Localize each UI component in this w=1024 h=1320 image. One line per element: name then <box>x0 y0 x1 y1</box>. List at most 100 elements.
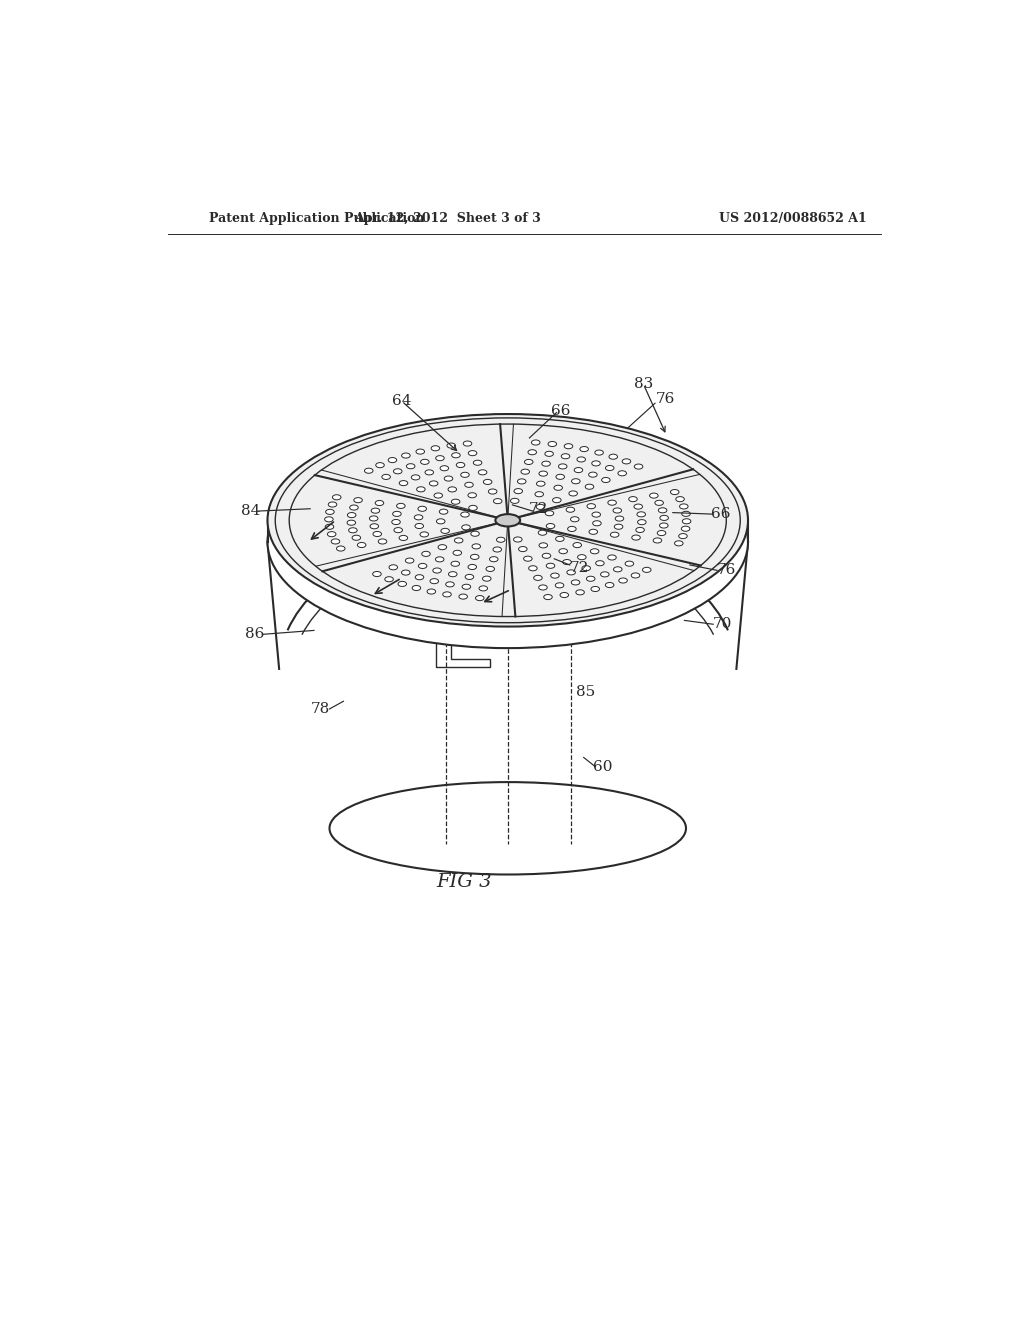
Ellipse shape <box>465 482 473 487</box>
Ellipse shape <box>567 570 575 576</box>
Ellipse shape <box>468 565 476 569</box>
Ellipse shape <box>472 544 480 549</box>
Ellipse shape <box>420 532 428 537</box>
Ellipse shape <box>539 543 548 548</box>
Ellipse shape <box>587 577 595 581</box>
Ellipse shape <box>451 561 460 566</box>
Ellipse shape <box>493 546 502 552</box>
Ellipse shape <box>559 549 567 553</box>
Ellipse shape <box>478 470 486 475</box>
Ellipse shape <box>617 471 627 475</box>
Ellipse shape <box>376 462 384 467</box>
Ellipse shape <box>330 781 686 874</box>
Ellipse shape <box>649 494 658 498</box>
Ellipse shape <box>401 570 410 576</box>
Ellipse shape <box>609 454 617 459</box>
Ellipse shape <box>596 561 604 566</box>
Ellipse shape <box>625 561 634 566</box>
Ellipse shape <box>592 461 600 466</box>
Ellipse shape <box>468 492 476 498</box>
Ellipse shape <box>267 436 748 648</box>
Ellipse shape <box>347 512 356 517</box>
Ellipse shape <box>337 546 345 550</box>
Ellipse shape <box>521 469 529 474</box>
Ellipse shape <box>569 491 578 496</box>
Ellipse shape <box>388 458 396 462</box>
Ellipse shape <box>370 516 378 521</box>
Ellipse shape <box>462 585 471 589</box>
Ellipse shape <box>412 475 420 480</box>
Ellipse shape <box>632 535 640 540</box>
Text: 60: 60 <box>593 760 612 774</box>
Ellipse shape <box>545 511 554 516</box>
Ellipse shape <box>679 533 687 539</box>
Ellipse shape <box>373 532 382 536</box>
Text: 86: 86 <box>245 627 264 642</box>
Ellipse shape <box>435 557 444 562</box>
Ellipse shape <box>455 539 463 543</box>
Ellipse shape <box>634 465 643 469</box>
Ellipse shape <box>514 488 522 494</box>
Ellipse shape <box>392 520 400 524</box>
Ellipse shape <box>631 573 640 578</box>
Ellipse shape <box>406 558 414 564</box>
Ellipse shape <box>591 549 599 554</box>
Ellipse shape <box>422 552 430 557</box>
Ellipse shape <box>452 499 460 504</box>
Text: Apr. 12, 2012  Sheet 3 of 3: Apr. 12, 2012 Sheet 3 of 3 <box>354 213 541 224</box>
Ellipse shape <box>623 459 631 463</box>
Ellipse shape <box>449 487 457 492</box>
Ellipse shape <box>567 527 577 532</box>
Text: 83: 83 <box>634 378 653 391</box>
Ellipse shape <box>469 506 477 511</box>
Ellipse shape <box>564 444 572 449</box>
Text: FIG 3: FIG 3 <box>436 874 492 891</box>
Ellipse shape <box>591 586 599 591</box>
Ellipse shape <box>399 480 408 486</box>
Ellipse shape <box>571 579 580 585</box>
Ellipse shape <box>442 591 452 597</box>
Ellipse shape <box>333 495 341 500</box>
Ellipse shape <box>373 572 381 577</box>
Ellipse shape <box>431 446 439 451</box>
Ellipse shape <box>558 463 567 469</box>
Ellipse shape <box>479 586 487 591</box>
Ellipse shape <box>417 487 425 492</box>
Ellipse shape <box>468 450 477 455</box>
Ellipse shape <box>618 578 628 583</box>
Ellipse shape <box>524 459 534 465</box>
Ellipse shape <box>357 543 366 548</box>
Ellipse shape <box>326 524 334 529</box>
Ellipse shape <box>354 498 362 503</box>
Ellipse shape <box>574 467 583 473</box>
Text: 84: 84 <box>241 504 260 517</box>
Ellipse shape <box>389 565 397 570</box>
Ellipse shape <box>675 541 683 546</box>
Ellipse shape <box>396 503 406 508</box>
Ellipse shape <box>421 459 429 465</box>
Ellipse shape <box>449 572 457 577</box>
Ellipse shape <box>328 532 336 537</box>
Ellipse shape <box>412 586 421 590</box>
Ellipse shape <box>560 593 568 598</box>
Ellipse shape <box>470 554 479 560</box>
Ellipse shape <box>657 531 666 536</box>
Text: 72: 72 <box>569 561 589 576</box>
Ellipse shape <box>600 572 609 577</box>
Ellipse shape <box>523 556 532 561</box>
Ellipse shape <box>473 461 482 465</box>
Ellipse shape <box>375 500 384 506</box>
Ellipse shape <box>614 524 623 529</box>
Ellipse shape <box>385 577 393 582</box>
Ellipse shape <box>546 564 555 569</box>
Text: 85: 85 <box>575 685 595 700</box>
Ellipse shape <box>566 507 574 512</box>
Ellipse shape <box>453 550 462 556</box>
Ellipse shape <box>543 553 551 558</box>
Text: 70: 70 <box>713 618 732 631</box>
Ellipse shape <box>457 462 465 467</box>
Ellipse shape <box>608 500 616 506</box>
Text: 76: 76 <box>717 564 736 577</box>
Ellipse shape <box>548 441 557 446</box>
Text: 76: 76 <box>655 392 675 407</box>
